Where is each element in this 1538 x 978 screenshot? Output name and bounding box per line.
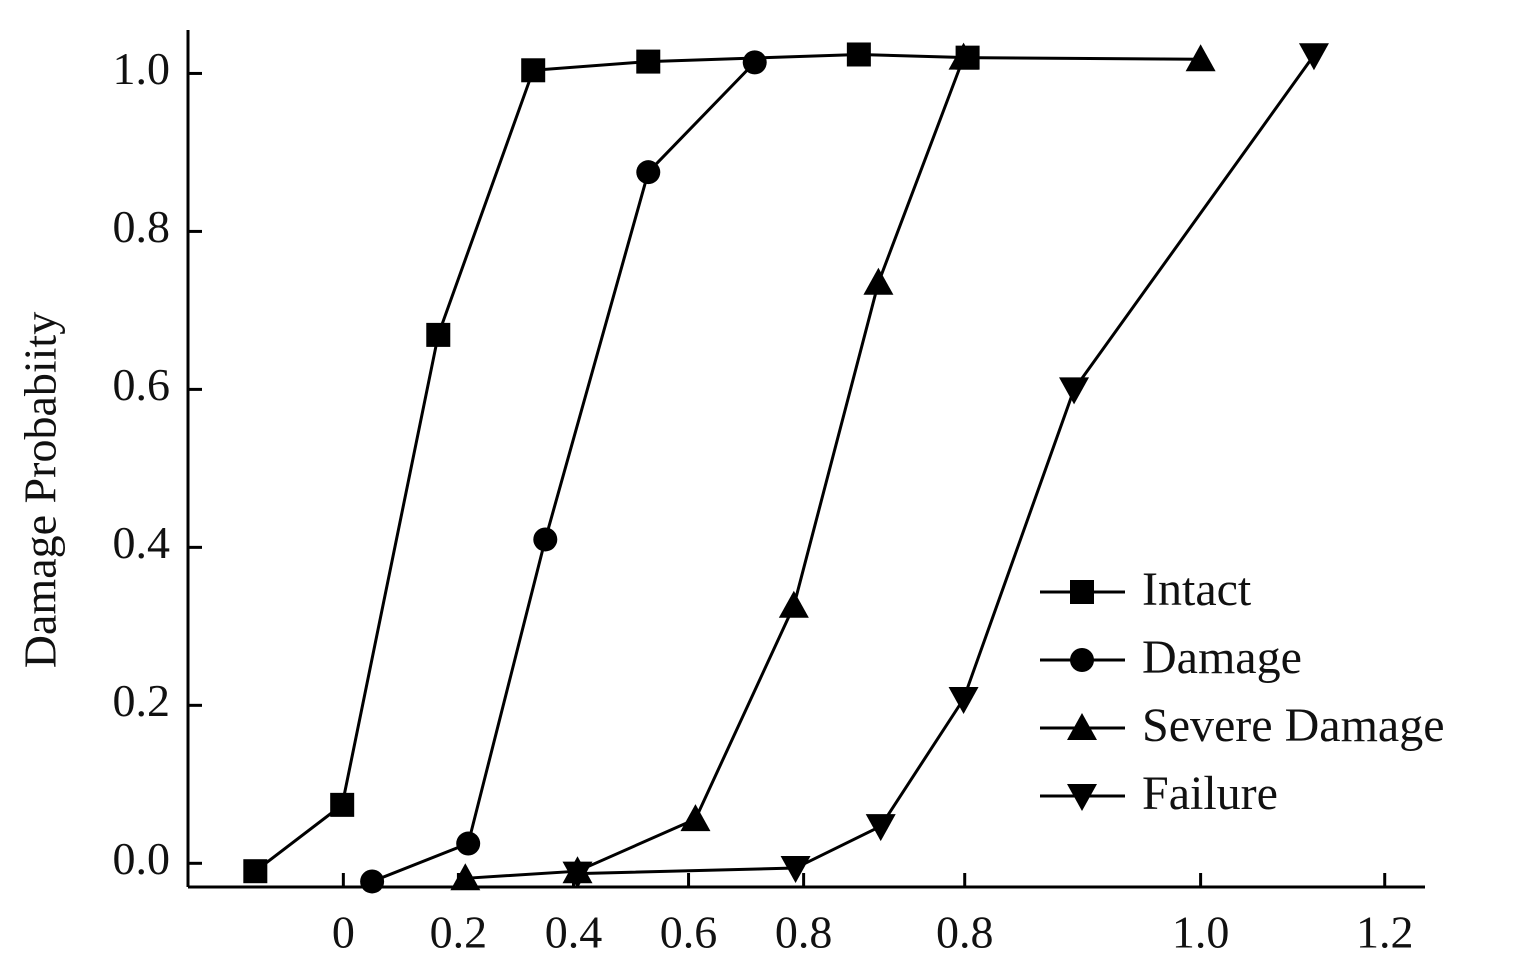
- data-point: [636, 160, 661, 185]
- series-line: [577, 54, 1316, 876]
- data-point: [865, 814, 896, 842]
- legend-label: Severe Damage: [1142, 699, 1445, 752]
- data-point: [533, 527, 558, 552]
- y-tick-label: 0.2: [113, 675, 171, 726]
- series-line: [371, 61, 756, 883]
- x-tick-label: 0.6: [660, 907, 718, 958]
- data-point: [243, 859, 268, 884]
- legend-marker: [1070, 648, 1094, 672]
- legend-marker: [1070, 580, 1094, 604]
- data-point: [562, 861, 593, 889]
- data-point: [948, 687, 979, 715]
- data-point: [456, 831, 481, 856]
- data-point: [426, 322, 451, 347]
- data-point: [450, 863, 481, 891]
- x-tick-label: 0.4: [545, 907, 603, 958]
- data-point: [846, 42, 871, 67]
- legend-label: Intact: [1142, 563, 1252, 616]
- y-tick-label: 0.6: [113, 359, 171, 410]
- y-tick-label: 1.0: [113, 43, 171, 94]
- x-tick-label: 0.8: [775, 907, 833, 958]
- data-point: [863, 267, 894, 295]
- x-tick-label: 1.2: [1356, 907, 1414, 958]
- legend-marker: [1067, 713, 1097, 740]
- legend-marker: [1067, 784, 1097, 811]
- data-point: [778, 590, 809, 618]
- x-tick-label: 0.8: [936, 907, 994, 958]
- data-point: [636, 49, 661, 74]
- x-tick-label: 1.0: [1172, 907, 1230, 958]
- data-point: [1059, 377, 1090, 405]
- data-point: [330, 792, 355, 817]
- y-axis-label: Damage Probabiity: [15, 312, 66, 668]
- data-point: [1185, 44, 1216, 72]
- data-point: [1298, 43, 1329, 71]
- data-point: [742, 50, 767, 75]
- y-tick-label: 0.0: [113, 833, 171, 884]
- series-line: [465, 56, 1201, 880]
- data-point: [360, 869, 385, 894]
- legend-label: Failure: [1142, 767, 1278, 820]
- legend-label: Damage: [1142, 631, 1302, 684]
- data-point: [680, 804, 711, 832]
- x-tick-label: 0.2: [430, 907, 488, 958]
- y-tick-label: 0.8: [113, 201, 171, 252]
- y-tick-label: 0.4: [113, 517, 171, 568]
- data-point: [948, 42, 979, 70]
- series-line: [254, 52, 968, 873]
- x-tick-label: 0: [332, 907, 355, 958]
- data-point: [780, 856, 811, 884]
- data-point: [521, 58, 546, 83]
